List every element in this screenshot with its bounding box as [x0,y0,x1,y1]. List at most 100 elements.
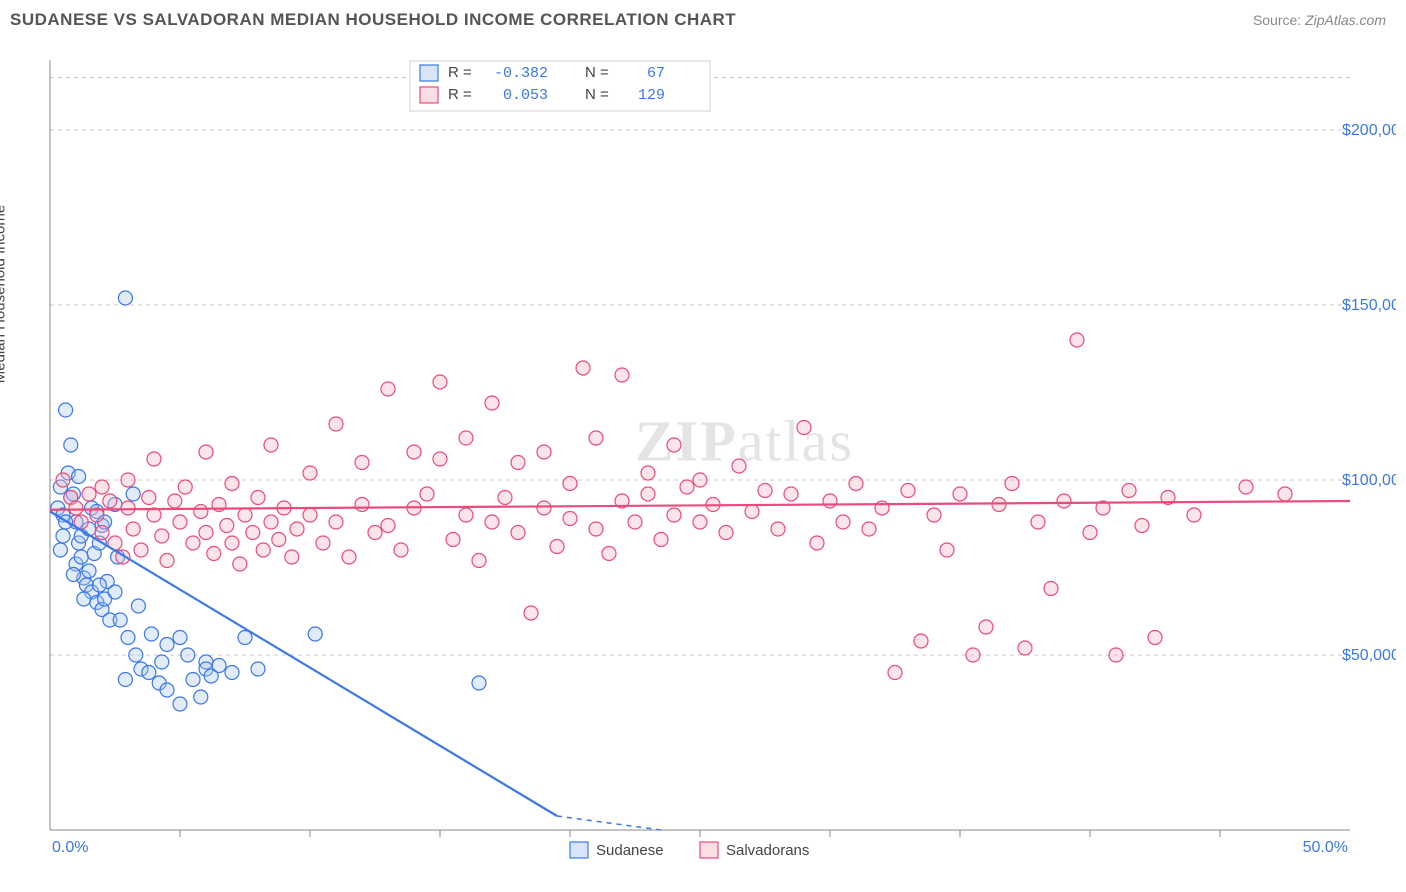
data-point-salvadorans [207,547,221,561]
data-point-salvadorans [264,515,278,529]
data-point-salvadorans [155,529,169,543]
data-point-salvadorans [732,459,746,473]
data-point-salvadorans [1135,519,1149,533]
bottom-legend-label-salvadorans: Salvadorans [726,842,809,859]
data-point-salvadorans [168,494,182,508]
data-point-salvadorans [888,666,902,680]
data-point-salvadorans [381,519,395,533]
data-point-salvadorans [1122,484,1136,498]
data-point-sudanese [173,631,187,645]
data-point-salvadorans [142,491,156,505]
data-point-sudanese [118,291,132,305]
data-point-sudanese [118,673,132,687]
data-point-salvadorans [147,452,161,466]
data-point-salvadorans [256,543,270,557]
data-point-salvadorans [220,519,234,533]
data-point-sudanese [251,662,265,676]
data-point-salvadorans [178,480,192,494]
data-point-salvadorans [576,361,590,375]
data-point-salvadorans [615,368,629,382]
data-point-salvadorans [563,477,577,491]
data-point-salvadorans [537,501,551,515]
data-point-salvadorans [233,557,247,571]
data-point-salvadorans [693,515,707,529]
data-point-salvadorans [810,536,824,550]
data-point-sudanese [160,638,174,652]
data-point-sudanese [308,627,322,641]
legend-r-value-salvadorans: 0.053 [503,87,548,104]
data-point-sudanese [142,666,156,680]
data-point-salvadorans [901,484,915,498]
data-point-sudanese [131,599,145,613]
data-point-salvadorans [272,533,286,547]
data-point-salvadorans [303,466,317,480]
y-tick-label: $200,000 [1342,122,1396,139]
data-point-salvadorans [394,543,408,557]
data-point-salvadorans [160,554,174,568]
data-point-salvadorans [784,487,798,501]
data-point-salvadorans [862,522,876,536]
data-point-salvadorans [355,498,369,512]
data-point-sudanese [155,655,169,669]
data-point-salvadorans [823,494,837,508]
data-point-salvadorans [69,501,83,515]
y-tick-label: $50,000 [1342,647,1396,664]
legend-n-label: N = [585,86,609,103]
data-point-salvadorans [199,526,213,540]
data-point-salvadorans [134,543,148,557]
data-point-salvadorans [472,554,486,568]
data-point-salvadorans [285,550,299,564]
trend-line-salvadorans [50,501,1350,510]
legend-n-value-salvadorans: 129 [638,87,665,104]
y-tick-label: $150,000 [1342,297,1396,314]
data-point-salvadorans [1057,494,1071,508]
chart-header: SUDANESE VS SALVADORAN MEDIAN HOUSEHOLD … [0,0,1406,35]
data-point-salvadorans [693,473,707,487]
data-point-salvadorans [1070,333,1084,347]
data-point-salvadorans [667,508,681,522]
data-point-salvadorans [420,487,434,501]
data-point-sudanese [53,543,67,557]
data-point-salvadorans [511,526,525,540]
data-point-sudanese [472,676,486,690]
data-point-salvadorans [836,515,850,529]
data-point-sudanese [64,438,78,452]
data-point-salvadorans [667,438,681,452]
data-point-salvadorans [1109,648,1123,662]
data-point-salvadorans [979,620,993,634]
y-tick-label: $100,000 [1342,472,1396,489]
source-name: ZipAtlas.com [1305,12,1386,28]
data-point-salvadorans [940,543,954,557]
data-point-sudanese [59,403,73,417]
data-point-salvadorans [246,526,260,540]
data-point-salvadorans [1031,515,1045,529]
data-point-salvadorans [368,526,382,540]
data-point-sudanese [113,613,127,627]
data-point-salvadorans [719,526,733,540]
data-point-salvadorans [771,522,785,536]
legend-n-value-sudanese: 67 [647,65,665,82]
data-point-sudanese [66,568,80,582]
data-point-salvadorans [524,606,538,620]
data-point-salvadorans [485,396,499,410]
data-point-salvadorans [199,445,213,459]
data-point-salvadorans [186,536,200,550]
data-point-salvadorans [225,536,239,550]
data-point-salvadorans [264,438,278,452]
bottom-legend-swatch-salvadorans [700,842,718,858]
chart-title: SUDANESE VS SALVADORAN MEDIAN HOUSEHOLD … [10,10,736,30]
data-point-salvadorans [95,526,109,540]
data-point-sudanese [181,648,195,662]
data-point-sudanese [121,631,135,645]
legend-r-value-sudanese: -0.382 [494,65,548,82]
data-point-sudanese [126,487,140,501]
data-point-salvadorans [589,522,603,536]
data-point-salvadorans [966,648,980,662]
data-point-sudanese [225,666,239,680]
data-point-salvadorans [628,515,642,529]
data-point-salvadorans [355,456,369,470]
data-point-salvadorans [992,498,1006,512]
legend-r-label: R = [448,64,472,81]
data-point-salvadorans [446,533,460,547]
data-point-sudanese [212,659,226,673]
